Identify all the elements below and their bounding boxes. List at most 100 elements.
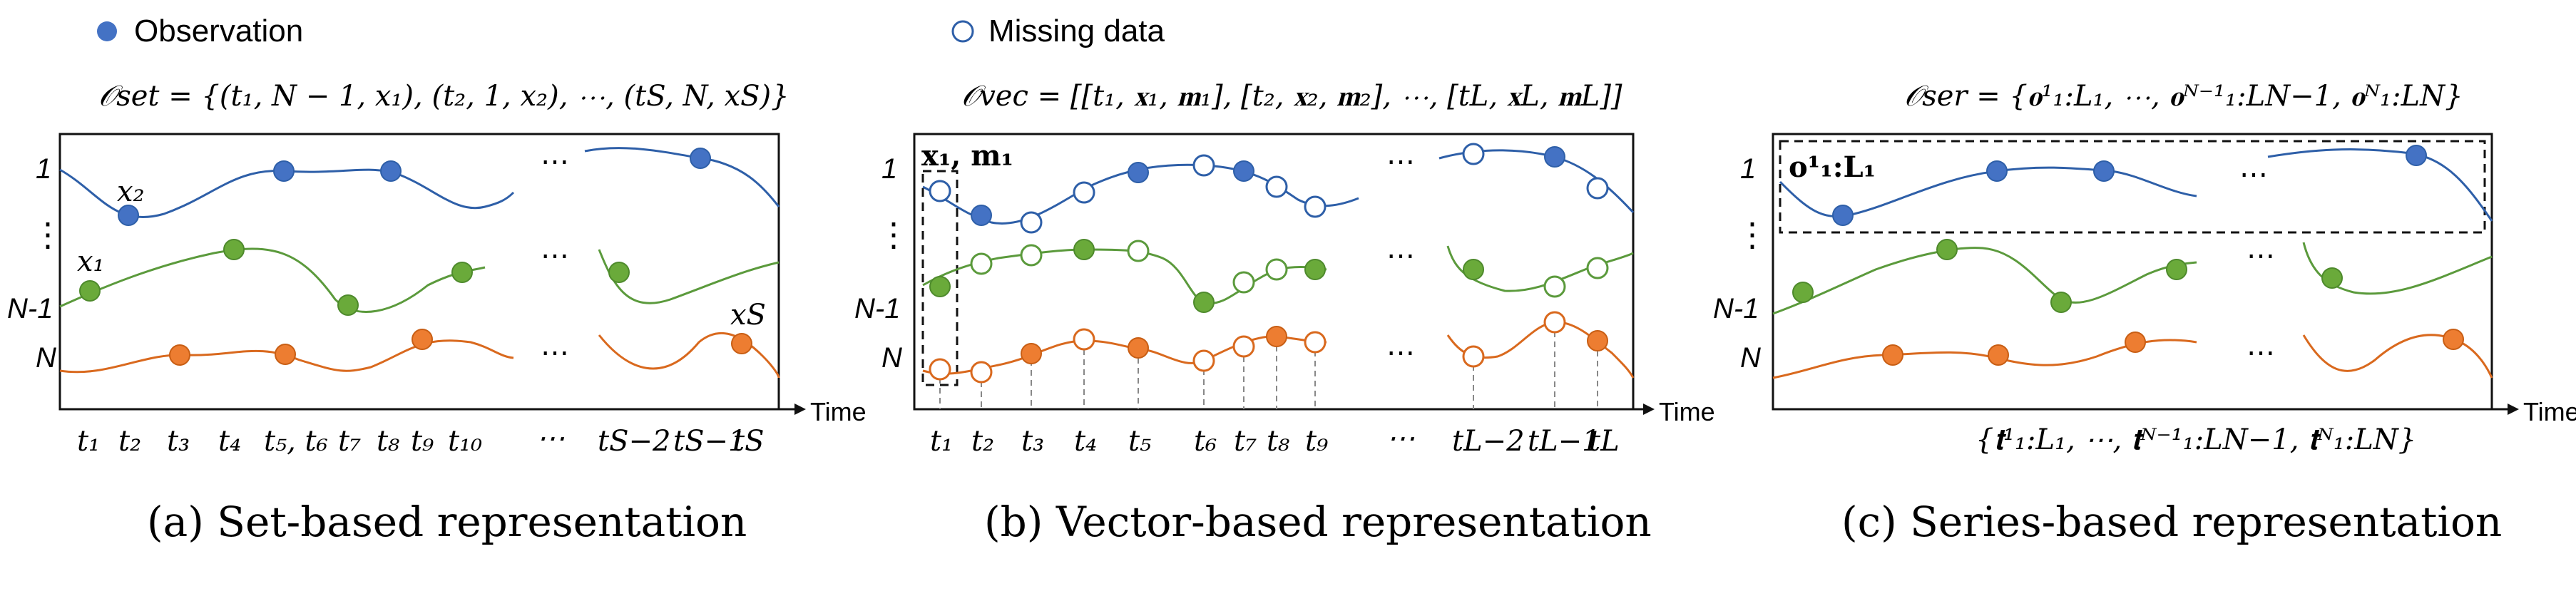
tick-label: tS	[733, 425, 764, 458]
series-box-c	[1779, 140, 2486, 234]
obs-point	[1986, 160, 2008, 182]
series-blue-c2	[2267, 148, 2493, 222]
time-arrow-c	[2508, 404, 2519, 415]
tick-label: t₅	[1128, 425, 1151, 458]
missing-point	[1586, 177, 1609, 200]
annotation-x1-m1: 𝐱₁, 𝐦₁	[921, 139, 1013, 173]
tick-label: ⋯	[1386, 422, 1415, 455]
missing-point	[1543, 311, 1566, 334]
obs-point	[690, 148, 711, 169]
missing-point	[1543, 275, 1566, 298]
obs-point	[380, 160, 402, 182]
ellipsis-b2: ⋯	[1386, 240, 1415, 272]
missing-point	[1073, 181, 1095, 204]
missing-point	[1020, 211, 1043, 234]
missing-point	[1586, 257, 1609, 279]
obs-point	[1936, 239, 1958, 260]
obs-point	[1587, 330, 1608, 351]
missing-point	[1192, 349, 1215, 372]
tick-label: t₂	[118, 425, 141, 458]
tick-label: t₆	[1194, 425, 1217, 458]
tick-label: t₃	[167, 425, 190, 458]
obs-point	[169, 344, 190, 366]
obs-point	[1463, 259, 1484, 280]
formula-vec: 𝒪vec = [[t₁, 𝐱₁, 𝐦₁], [t₂, 𝐱₂, 𝐦₂], ⋯, […	[961, 80, 1622, 113]
tick-label: tS−2	[598, 425, 670, 458]
missing-point	[1304, 331, 1327, 354]
panel-b: 1 ⋮ N-1 N Time 𝐱₁, 𝐦₁ ⋯ ⋯ ⋯	[854, 133, 1715, 546]
missing-point	[1020, 244, 1043, 267]
missing-point	[929, 358, 951, 381]
row-label-n1: N-1	[7, 293, 53, 324]
row-label-n: N	[1740, 342, 1761, 374]
obs-point	[731, 333, 752, 354]
legend-observation-label: Observation	[134, 14, 303, 48]
ellipsis-b3: ⋯	[1386, 336, 1415, 369]
formula-set: 𝒪set = {(t₁, N − 1, x₁), (t₂, 1, x₂), ⋯,…	[98, 80, 789, 113]
obs-point	[273, 160, 295, 182]
row-label-dots: ⋮	[31, 216, 64, 253]
legend-observation-marker	[97, 21, 117, 41]
obs-point	[1266, 326, 1287, 347]
obs-point	[2166, 259, 2187, 280]
obs-point	[275, 344, 296, 365]
time-label-c: Time	[2523, 397, 2576, 426]
ellipsis-c2: ⋯	[2247, 240, 2275, 272]
tick-label: t₇	[338, 425, 361, 458]
missing-point	[1073, 328, 1095, 351]
legend-missing-marker	[951, 20, 974, 43]
panel-a: 1 ⋮ N-1 N Time ⋯ ⋯ ⋯ x₂ x₁ xS	[7, 133, 867, 546]
obs-point	[1128, 162, 1149, 183]
obs-point	[412, 329, 433, 350]
obs-point	[1233, 160, 1254, 182]
annotation-o1: 𝐨¹₁:L₁	[1789, 150, 1876, 184]
tick-label: t₁₀	[448, 425, 482, 458]
obs-point	[223, 239, 245, 260]
tick-label: t₄	[1074, 425, 1097, 458]
series-blue-a2	[584, 147, 780, 207]
annotation-xs: xS	[730, 299, 766, 332]
obs-point	[2443, 329, 2464, 350]
missing-point	[1127, 240, 1150, 262]
ellipsis-a3: ⋯	[541, 336, 569, 369]
obs-point	[79, 280, 101, 302]
caption-b: (b) Vector-based representation	[984, 498, 1652, 546]
missing-point	[1265, 175, 1288, 198]
missing-point	[970, 361, 993, 384]
legend-missing-label: Missing data	[988, 14, 1165, 48]
missing-point	[1192, 154, 1215, 177]
obs-point	[1544, 146, 1565, 168]
plot-frame-c	[1772, 133, 2493, 411]
row-label-n: N	[881, 342, 902, 374]
formula-ser: 𝒪ser = {𝐨¹₁:L₁, ⋯, 𝐨ᴺ⁻¹₁:LN−1, 𝐨ᴺ₁:LN}	[1904, 80, 2463, 113]
series-orange-a2	[598, 332, 780, 379]
obs-point	[337, 294, 359, 316]
tick-label: t₄	[218, 425, 241, 458]
obs-point	[1832, 205, 1854, 226]
tick-labels-a: t₁ t₂ t₃ t₄ t₅, t₆ t₇ t₈ t₉ t₁₀ ⋯ tS−2 t…	[77, 422, 764, 458]
caption-a: (a) Set-based representation	[147, 498, 747, 546]
obs-point	[1073, 239, 1095, 260]
missing-point	[1304, 195, 1327, 218]
tick-label: t₂	[971, 425, 994, 458]
series-green-c	[1772, 247, 2197, 315]
ellipsis-a2: ⋯	[541, 240, 569, 272]
ellipsis-b1: ⋯	[1386, 145, 1415, 178]
tick-formula-c: {𝐭¹₁:L₁, ⋯, 𝐭ᴺ⁻¹₁:LN−1, 𝐭ᴺ₁:LN}	[1976, 423, 2416, 456]
obs-point	[2125, 332, 2146, 353]
time-arrow-b	[1643, 404, 1655, 415]
obs-point	[2050, 292, 2072, 313]
tick-label: t₁	[77, 425, 100, 458]
missing-point	[1265, 258, 1288, 281]
obs-point	[451, 262, 473, 283]
series-orange-c2	[2302, 334, 2493, 379]
obs-point	[2093, 160, 2115, 182]
obs-point	[1882, 344, 1903, 366]
row-label-n: N	[36, 342, 56, 374]
time-label-a: Time	[810, 397, 867, 426]
tick-label: t₈	[377, 425, 399, 458]
series-green-c2	[2302, 242, 2493, 295]
time-arrow-a	[794, 404, 806, 415]
time-guides-b	[939, 332, 1598, 409]
missing-point	[929, 180, 951, 202]
